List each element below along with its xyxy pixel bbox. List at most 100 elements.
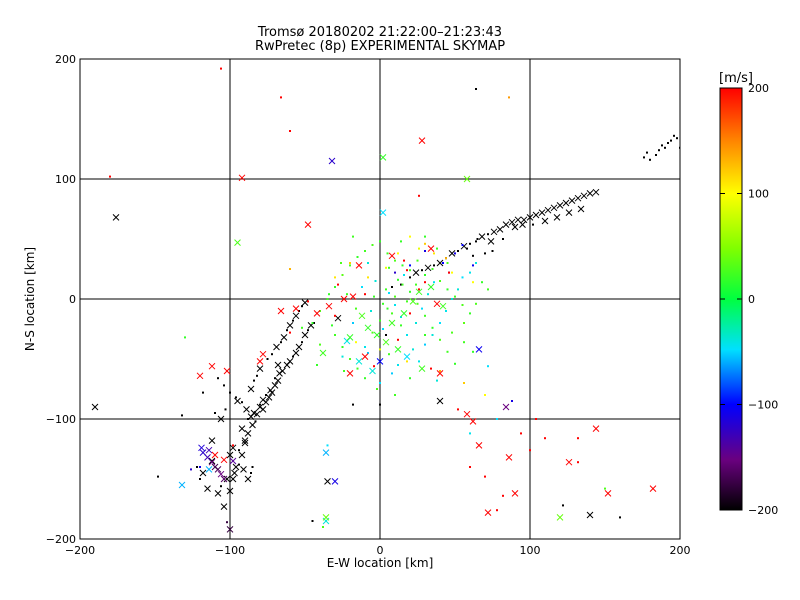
data-point-dot [433,264,435,267]
x-tick-label: −200 [65,544,95,557]
data-point-dot [397,252,399,255]
data-point-cross [364,324,372,332]
data-point-cross [229,444,237,452]
data-point-cross [412,269,420,276]
data-point-cross [319,349,327,357]
data-point-cross [91,403,99,411]
data-point-dot [340,262,342,264]
data-point-cross [331,478,339,485]
data-point-cross [448,250,456,257]
data-point-dot [190,468,192,471]
data-point-dot [424,334,426,336]
data-point-cross [586,190,594,197]
data-point-cross [382,338,390,346]
data-point-cross [433,300,441,308]
data-point-dot [511,400,513,402]
data-point-dot [280,96,282,99]
data-point-dot [394,394,396,396]
data-point-dot [487,288,489,291]
data-points [91,67,680,533]
y-axis-ticks: −200 −100 0 100 200 [46,53,680,546]
data-point-cross [273,343,280,351]
data-point-dot [238,463,240,466]
data-point-cross [229,457,237,465]
data-point-cross [496,226,504,233]
data-point-cross [379,154,387,161]
data-point-cross [490,228,498,236]
data-point-dot [484,252,486,255]
data-point-cross [463,175,471,183]
data-point-dot [502,238,504,240]
data-point-dot [655,154,657,156]
data-point-cross [355,358,363,365]
colorbar-tick-label: −100 [748,399,778,412]
data-point-cross [427,245,435,252]
data-point-cross [211,451,219,459]
x-tick-label: 100 [520,544,541,557]
data-point-dot [397,278,399,281]
data-point-dot [406,269,408,272]
data-point-dot [355,307,357,310]
data-point-dot [487,233,489,236]
data-point-cross [568,197,576,204]
data-point-cross [553,214,561,221]
data-point-cross [249,421,256,429]
data-point-dot [409,269,411,272]
data-point-cross [340,295,348,303]
y-tick-label: −100 [46,413,76,426]
data-point-dot [472,350,474,353]
data-point-dot [379,348,381,351]
data-point-dot [424,274,426,276]
data-point-dot [356,256,359,258]
data-point-cross [502,403,510,411]
data-point-cross [112,214,120,221]
data-point-cross [325,302,333,310]
data-point-dot [361,286,363,288]
data-point-cross [231,469,238,477]
data-point-cross [238,451,246,459]
colorbar-ticks: 200 100 0 −100 −200 [720,82,778,517]
data-point-cross [388,252,396,260]
data-point-cross [214,490,222,497]
y-tick-label: 200 [55,53,76,66]
data-point-cross [223,475,231,483]
data-point-cross [394,346,402,353]
data-point-dot [388,292,390,294]
data-point-cross [436,370,444,377]
data-point-dot [400,283,402,286]
data-point-dot [409,264,411,267]
data-point-dot [577,437,579,440]
data-point-dot [280,341,282,344]
data-point-dot [379,319,381,322]
colorbar-tick-label: 0 [748,293,755,306]
data-point-cross [226,526,234,533]
data-point-dot [235,396,237,399]
data-point-cross [238,425,246,432]
data-point-dot [475,302,477,305]
data-point-cross [205,466,213,473]
data-point-cross [267,386,274,394]
data-point-dot [385,266,387,269]
data-point-dot [319,343,321,346]
data-point-dot [326,444,329,447]
data-point-dot [266,358,269,360]
data-point-cross [198,444,205,452]
data-point-dot [301,326,303,329]
data-point-dot [311,520,314,522]
data-point-dot [400,324,402,327]
data-point-cross [211,463,219,471]
data-point-cross [592,425,600,432]
data-point-cross [205,446,213,454]
y-tick-label: 0 [69,293,76,306]
chart-subtitle: RwPretec (8p) EXPERIMENTAL SKYMAP [255,39,505,54]
data-point-dot [502,494,504,497]
data-point-dot [199,478,201,480]
data-point-cross [556,202,564,209]
data-point-dot [673,134,675,137]
data-point-cross [259,350,267,358]
data-point-dot [646,151,648,154]
data-point-dot [658,149,660,152]
data-point-dot [259,403,261,406]
data-point-dot [406,300,408,303]
